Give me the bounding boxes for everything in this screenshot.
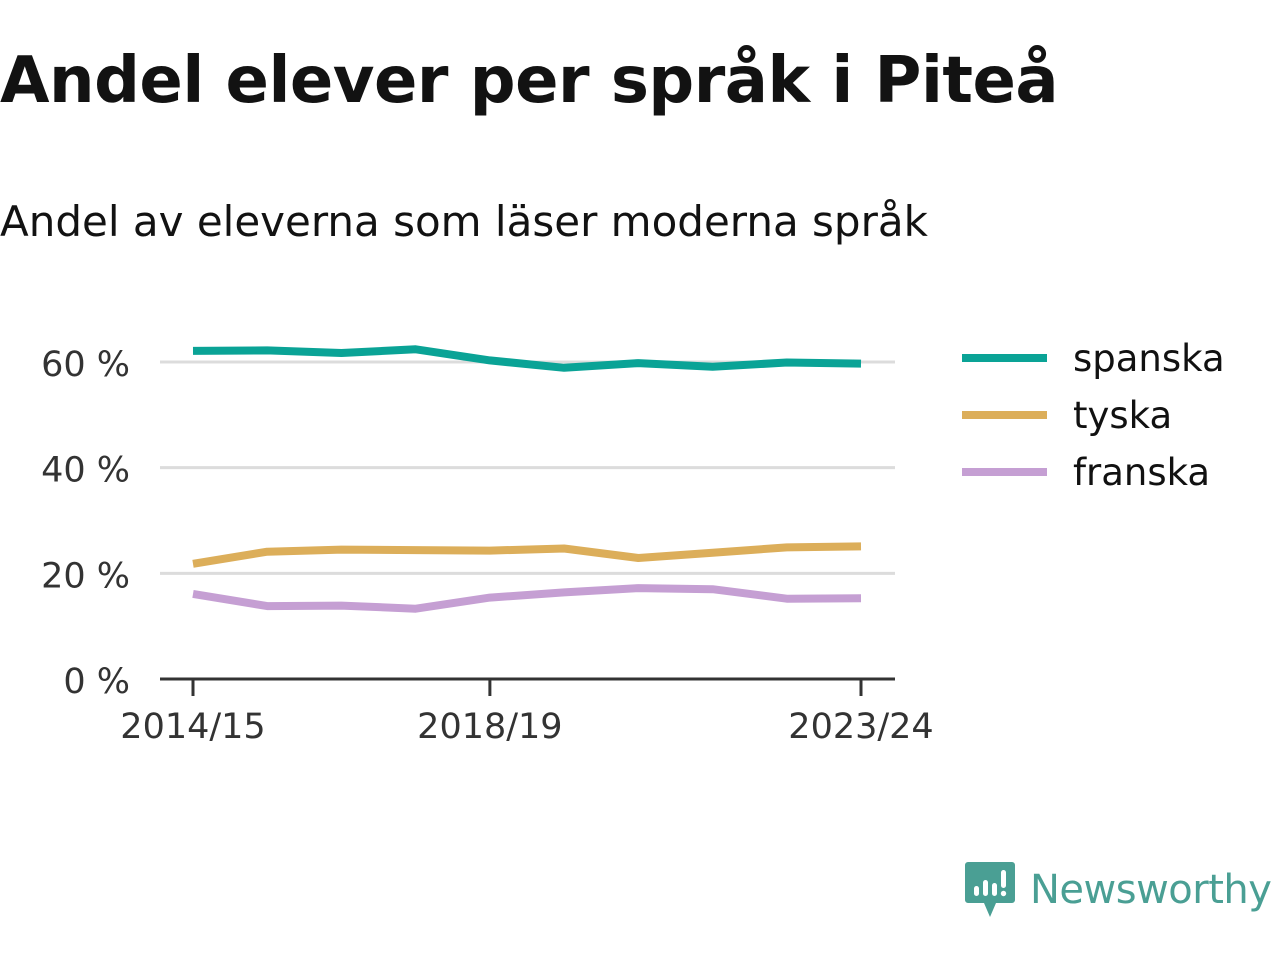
chart-title: Andel elever per språk i Piteå xyxy=(0,44,1059,118)
newsworthy-logo-icon xyxy=(965,862,1015,917)
x-tick-label: 2023/24 xyxy=(788,707,933,747)
legend-label-tyska: tyska xyxy=(1073,394,1172,437)
legend-label-spanska: spanska xyxy=(1073,337,1225,380)
y-tick-label: 40 % xyxy=(41,451,130,491)
y-tick-label: 60 % xyxy=(41,345,130,385)
series-line-franska xyxy=(192,584,862,613)
series-lines xyxy=(192,345,862,613)
legend-label-franska: franska xyxy=(1073,451,1210,494)
newsworthy-logo: Newsworthy xyxy=(964,860,1272,920)
legend: spanska tyska franska xyxy=(962,337,1225,494)
axes: 0 % 20 % 40 % 60 % 2014/15 2018/19 2023/24 xyxy=(41,345,934,747)
grid-lines xyxy=(160,360,895,575)
x-tick-label: 2014/15 xyxy=(120,707,265,747)
y-tick-label: 20 % xyxy=(41,556,130,596)
y-tick-label: 0 % xyxy=(63,662,130,702)
chart-subtitle: Andel av eleverna som läser moderna språ… xyxy=(0,197,928,246)
x-tick-label: 2018/19 xyxy=(417,707,562,747)
brand-name: Newsworthy xyxy=(1030,867,1272,913)
series-line-spanska xyxy=(192,345,862,372)
series-line-tyska xyxy=(192,542,862,568)
